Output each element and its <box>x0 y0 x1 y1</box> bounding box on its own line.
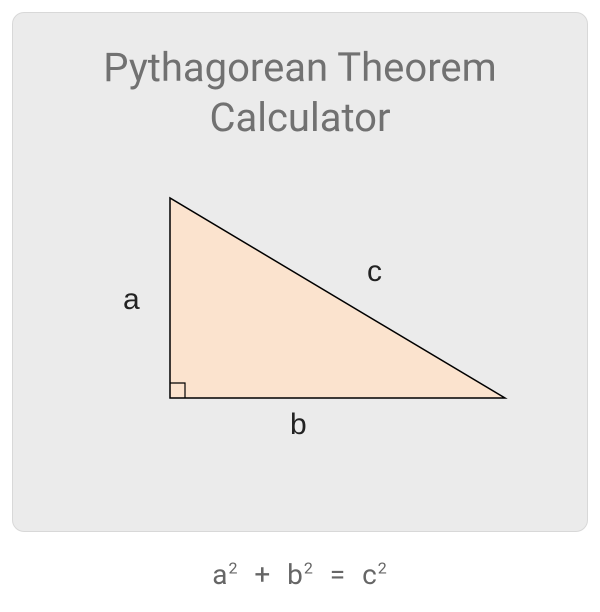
label-side-a: a <box>123 283 140 317</box>
formula-bar: a2 + b2 = c2 <box>0 540 600 608</box>
label-side-c: c <box>367 255 382 289</box>
formula-b: b <box>287 558 304 591</box>
formula-a: a <box>212 558 228 591</box>
formula-text: a2 + b2 = c2 <box>212 558 387 591</box>
formula-c: c <box>362 558 378 591</box>
label-side-b: b <box>290 408 307 442</box>
calculator-card: Pythagorean Theorem Calculator a b c <box>12 12 588 532</box>
page-title: Pythagorean Theorem Calculator <box>13 43 587 143</box>
triangle-diagram: a b c <box>85 193 515 453</box>
triangle-shape <box>170 198 505 398</box>
